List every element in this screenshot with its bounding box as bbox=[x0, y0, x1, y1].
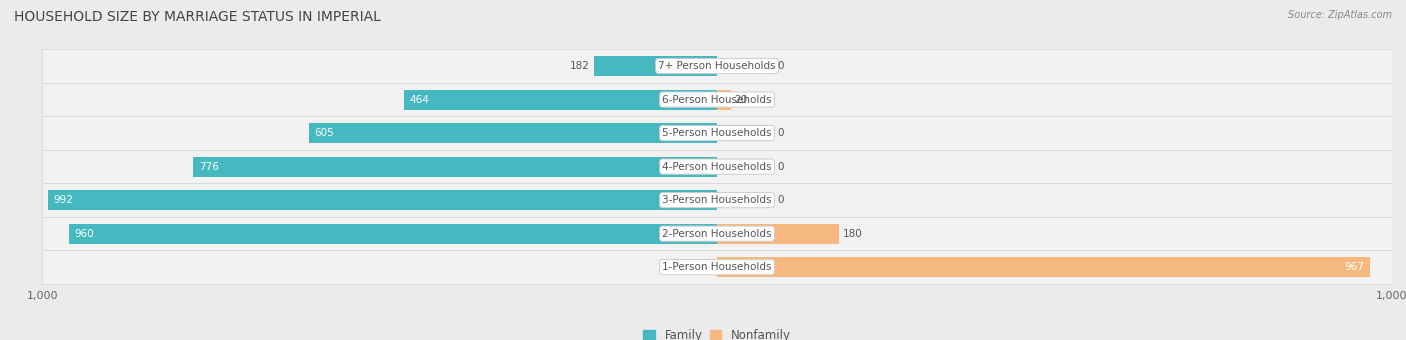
Text: 5-Person Households: 5-Person Households bbox=[662, 128, 772, 138]
Text: 7+ Person Households: 7+ Person Households bbox=[658, 61, 776, 71]
Text: 960: 960 bbox=[75, 228, 94, 239]
Text: 464: 464 bbox=[409, 95, 429, 105]
Text: 0: 0 bbox=[778, 162, 785, 172]
Text: 0: 0 bbox=[778, 61, 785, 71]
Bar bbox=[42, 49, 1392, 83]
Bar bbox=[717, 257, 1369, 277]
Text: 6-Person Households: 6-Person Households bbox=[662, 95, 772, 105]
Text: 0: 0 bbox=[778, 195, 785, 205]
Bar bbox=[69, 224, 717, 244]
Text: 967: 967 bbox=[1344, 262, 1364, 272]
Text: 605: 605 bbox=[314, 128, 333, 138]
Bar bbox=[42, 217, 1392, 250]
Text: 182: 182 bbox=[571, 61, 591, 71]
Bar bbox=[194, 156, 717, 177]
Text: Source: ZipAtlas.com: Source: ZipAtlas.com bbox=[1288, 10, 1392, 20]
Bar bbox=[42, 116, 1392, 150]
Bar bbox=[595, 56, 717, 76]
Text: 180: 180 bbox=[842, 228, 862, 239]
Bar bbox=[48, 190, 717, 210]
Text: 2-Person Households: 2-Person Households bbox=[662, 228, 772, 239]
Legend: Family, Nonfamily: Family, Nonfamily bbox=[638, 324, 796, 340]
Text: 4-Person Households: 4-Person Households bbox=[662, 162, 772, 172]
Bar bbox=[309, 123, 717, 143]
Text: 992: 992 bbox=[53, 195, 73, 205]
Text: HOUSEHOLD SIZE BY MARRIAGE STATUS IN IMPERIAL: HOUSEHOLD SIZE BY MARRIAGE STATUS IN IMP… bbox=[14, 10, 381, 24]
Text: 776: 776 bbox=[198, 162, 218, 172]
Bar bbox=[42, 83, 1392, 116]
Bar bbox=[717, 89, 731, 109]
Text: 0: 0 bbox=[778, 128, 785, 138]
Bar bbox=[42, 183, 1392, 217]
Bar bbox=[42, 150, 1392, 183]
Text: 3-Person Households: 3-Person Households bbox=[662, 195, 772, 205]
Bar bbox=[404, 89, 717, 109]
Bar bbox=[42, 250, 1392, 284]
Text: 1-Person Households: 1-Person Households bbox=[662, 262, 772, 272]
Bar bbox=[717, 224, 838, 244]
Text: 20: 20 bbox=[734, 95, 748, 105]
